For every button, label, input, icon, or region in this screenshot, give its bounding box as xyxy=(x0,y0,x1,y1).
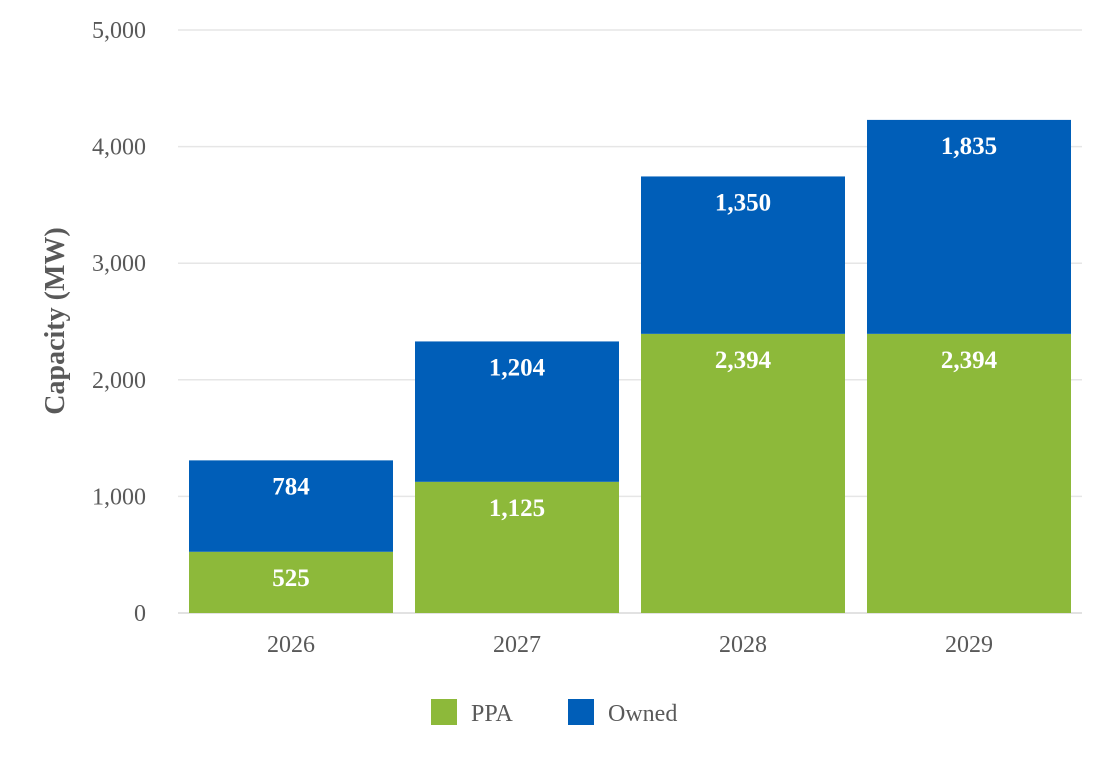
legend-label-ppa: PPA xyxy=(471,701,513,727)
bar-owned-2026 xyxy=(189,460,393,552)
y-tick-label: 2,000 xyxy=(92,368,146,394)
bar-ppa-2026 xyxy=(189,551,393,613)
x-tick-label: 2028 xyxy=(719,632,767,658)
data-labels: 525 784 1,125 1,204 2,394 1,350 2,394 1,835 xyxy=(272,133,997,592)
bars xyxy=(189,119,1071,613)
y-tick-label: 5,000 xyxy=(92,18,146,44)
x-tick-label: 2027 xyxy=(493,632,541,658)
data-label-ppa-2027: 1,125 xyxy=(489,495,545,522)
bar-ppa-2028 xyxy=(641,333,845,613)
y-tick-label: 1,000 xyxy=(92,484,146,510)
data-label-owned-2028: 1,350 xyxy=(715,189,771,216)
data-label-ppa-2026: 525 xyxy=(272,565,310,592)
bar-owned-2029 xyxy=(867,119,1071,334)
y-axis-title: Capacity (MW) xyxy=(40,227,71,414)
y-tick-label: 4,000 xyxy=(92,135,146,161)
legend-swatch-owned xyxy=(568,699,594,725)
legend: PPA Owned xyxy=(431,699,677,727)
bar-owned-2027 xyxy=(415,341,619,482)
bar-owned-2028 xyxy=(641,176,845,334)
bar-ppa-2027 xyxy=(415,481,619,613)
legend-label-owned: Owned xyxy=(608,701,677,727)
data-label-ppa-2028: 2,394 xyxy=(715,347,772,374)
y-tick-label: 0 xyxy=(134,601,146,627)
y-axis: 0 1,000 2,000 3,000 4,000 5,000 xyxy=(92,18,146,627)
bar-ppa-2029 xyxy=(867,333,1071,613)
data-label-ppa-2029: 2,394 xyxy=(941,347,998,374)
x-axis: 2026 2027 2028 2029 xyxy=(267,632,993,658)
y-tick-label: 3,000 xyxy=(92,251,146,277)
x-tick-label: 2029 xyxy=(945,632,993,658)
data-label-owned-2027: 1,204 xyxy=(489,354,546,381)
data-label-owned-2026: 784 xyxy=(272,473,310,500)
data-label-owned-2029: 1,835 xyxy=(941,133,997,160)
x-tick-label: 2026 xyxy=(267,632,315,658)
legend-swatch-ppa xyxy=(431,699,457,725)
